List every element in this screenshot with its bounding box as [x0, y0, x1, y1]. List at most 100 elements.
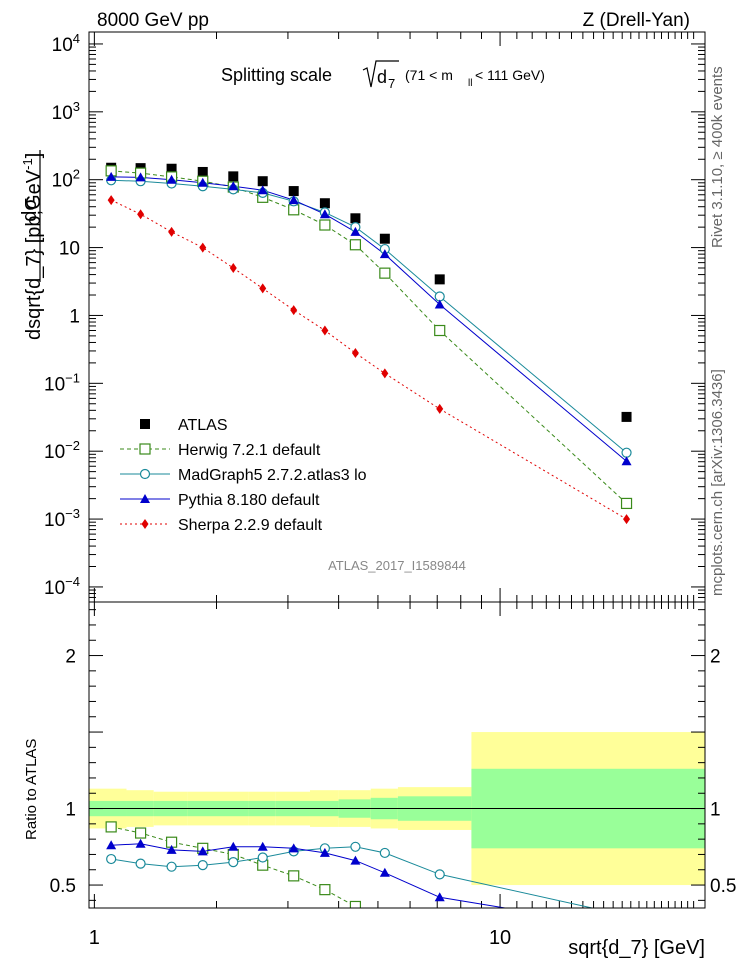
data-points — [105, 162, 633, 525]
madgraph5-ratio-point — [350, 841, 361, 852]
herwig-point — [319, 219, 331, 231]
legend-label: Pythia 8.180 default — [178, 492, 320, 509]
atlas-point — [434, 274, 445, 285]
legend-label: MadGraph5 2.7.2.atlas3 lo — [178, 467, 367, 484]
rivet-label: Rivet 3.1.10, ≥ 400k events — [709, 66, 726, 248]
atlas-point — [228, 171, 239, 182]
herwig-ratio-point — [349, 900, 362, 908]
herwig-ratio-point — [134, 827, 147, 839]
pythia-ratio-point — [288, 843, 299, 853]
x-axis-label: sqrt{d_7} [GeV] — [568, 937, 705, 959]
pythia-point — [379, 249, 390, 259]
pythia-ratio-point — [257, 841, 268, 851]
y-tick-label: 10−4 — [44, 574, 80, 599]
header-right: Z (Drell-Yan) — [583, 10, 690, 31]
pythia-point — [319, 209, 330, 219]
pythia-ratio-point — [135, 838, 146, 848]
pythia-point — [621, 456, 632, 466]
sherpa-point — [436, 403, 444, 414]
sherpa-point — [199, 242, 207, 253]
pythia-ratio-point — [166, 844, 177, 854]
ratio-series — [105, 821, 595, 908]
y-tick-label: 10 — [59, 239, 80, 260]
atlas-point — [319, 198, 330, 209]
atlas-point — [197, 166, 208, 177]
madgraph5-ratio-line — [111, 846, 595, 908]
y-tick-label: 10−2 — [44, 438, 80, 463]
legend-marker — [141, 519, 149, 529]
atlas-point — [350, 213, 361, 224]
series-lines — [105, 170, 627, 908]
atlas-point — [621, 411, 632, 422]
madgraph5-ratio-point — [166, 861, 177, 872]
madgraph5-ratio-point — [135, 858, 146, 869]
ratio-y-tick-label: 0.5 — [50, 876, 76, 897]
pythia-point — [434, 299, 445, 309]
y-axis-label-num: dσ — [19, 198, 41, 222]
pythia-ratio-point — [434, 892, 445, 902]
x-tick-label: 10 — [489, 927, 511, 949]
analysis-id: ATLAS_2017_I1589844 — [328, 558, 466, 573]
sherpa-point — [321, 325, 329, 336]
atlas-point — [288, 186, 299, 197]
pythia-point — [166, 174, 177, 184]
madgraph5-ratio-point — [106, 853, 117, 865]
pythia-ratio-point — [106, 840, 117, 850]
legend-marker — [139, 443, 151, 455]
pythia-point — [228, 181, 239, 191]
pythia-point — [197, 177, 208, 187]
madgraph5-ratio-point — [434, 869, 445, 880]
ratio-y-tick-label: 2 — [65, 647, 76, 668]
legend-entry-madgraph5: MadGraph5 2.7.2.atlas3 lo — [120, 467, 367, 484]
pythia-point — [350, 226, 361, 236]
legend-label: Herwig 7.2.1 default — [178, 442, 321, 459]
y-axis-label-main: dσ — [19, 150, 41, 282]
x-tick-label: 1 — [89, 927, 100, 949]
y-tick-label: 10−1 — [44, 370, 80, 395]
herwig-ratio-point — [105, 821, 117, 833]
y-tick-label: 104 — [52, 31, 80, 56]
herwig-point — [379, 267, 391, 279]
pythia-point — [288, 195, 299, 205]
axis-ticks — [89, 32, 705, 908]
madgraph5-ratio-point — [197, 860, 208, 871]
legend-marker — [140, 494, 150, 503]
sherpa-point — [623, 514, 631, 525]
madgraph5-ratio-point — [379, 847, 390, 859]
legend-entry-atlas: ATLAS — [140, 417, 228, 434]
pythia-ratio-point — [228, 841, 239, 851]
sherpa-point — [381, 368, 389, 379]
legend: ATLAS Herwig 7.2.1 default MadGraph5 2.7.2… — [120, 417, 367, 534]
madgraph5-ratio-point — [228, 856, 239, 868]
sherpa-point — [137, 209, 145, 220]
pythia-ratio-point — [319, 847, 330, 857]
sherpa-line — [110, 199, 627, 520]
sherpa-point — [229, 263, 237, 274]
pythia-point — [135, 172, 146, 182]
sherpa-point — [259, 283, 267, 294]
herwig-line — [111, 170, 627, 504]
sherpa-point — [168, 226, 176, 237]
legend-entry-pythia: Pythia 8.180 default — [120, 492, 320, 509]
plot-title: Splitting scale d 7 (71 < m ll < 111 GeV… — [221, 60, 545, 91]
pythia-ratio-line — [111, 843, 509, 908]
y-tick-label: 10−3 — [44, 506, 80, 531]
y-axis-label-den-text: dsqrt{d_7} [pb,GeV-1] — [20, 153, 45, 340]
legend-marker — [140, 419, 150, 429]
madgraph5-line — [111, 179, 627, 454]
sherpa-point — [290, 305, 298, 316]
pythia-point — [106, 171, 117, 181]
ratio-y-tick-label-right: 2 — [710, 647, 721, 668]
title-main: Splitting scale — [221, 65, 332, 85]
atlas-point — [166, 163, 177, 174]
atlas-point — [257, 176, 268, 187]
y-tick-label: 102 — [52, 167, 80, 192]
sqrt-icon — [362, 60, 399, 88]
legend-marker — [139, 468, 151, 480]
pythia-ratio-point — [197, 846, 208, 856]
madgraph5-point — [621, 447, 632, 458]
y-axis-label-den: dsqrt{d_7} [pb,GeV-1] — [20, 153, 45, 340]
pythia-ratio-point — [379, 867, 390, 877]
